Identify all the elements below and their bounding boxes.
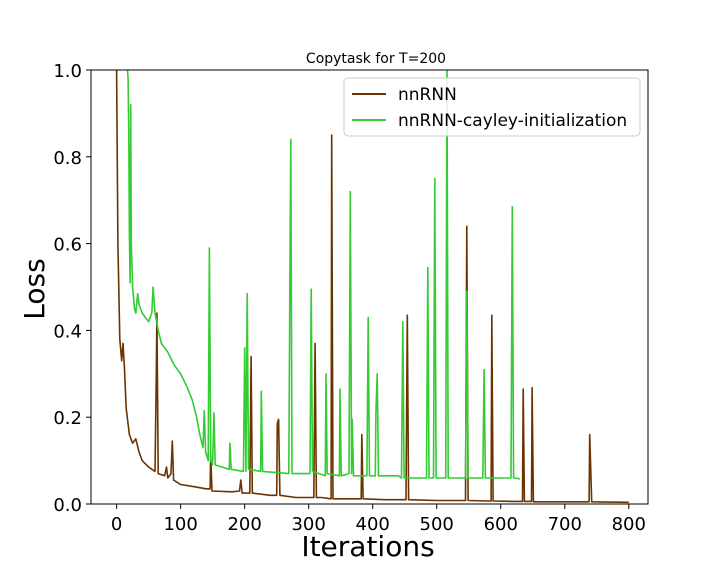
x-tick-label: 500 bbox=[420, 514, 454, 535]
y-tick-label: 0.2 bbox=[53, 408, 82, 429]
x-tick-label: 300 bbox=[291, 514, 325, 535]
y-tick-label: 1.0 bbox=[53, 61, 82, 82]
plot-area bbox=[115, 70, 629, 504]
y-tick-label: 0.6 bbox=[53, 235, 82, 256]
y-tick-label: 0.4 bbox=[53, 321, 82, 342]
plot-frame bbox=[90, 69, 649, 505]
y-axis-label: Loss bbox=[18, 258, 51, 319]
legend: nnRNN nnRNN-cayley-initialization bbox=[343, 77, 641, 137]
x-tick-label: 700 bbox=[548, 514, 582, 535]
x-tick-label: 200 bbox=[227, 514, 261, 535]
y-tick-label: 0.8 bbox=[53, 148, 82, 169]
x-tick-label: 0 bbox=[111, 514, 122, 535]
chart-title: Copytask for T=200 bbox=[306, 51, 446, 67]
legend-entry-label: nnRNN bbox=[398, 85, 457, 105]
legend-entry-label: nnRNN-cayley-initialization bbox=[398, 111, 627, 131]
x-axis-label: Iterations bbox=[301, 530, 434, 563]
series-line-nnrnn bbox=[115, 70, 629, 504]
x-tick-label: 600 bbox=[484, 514, 518, 535]
series-line-nnrnn-cayley-initialization bbox=[126, 70, 521, 480]
x-tick-label: 800 bbox=[612, 514, 646, 535]
axes: 0 100 200 300 400 500 600 700 800 0.0 0.2 0.4 0.6 0.8… bbox=[53, 61, 649, 535]
y-tick-label: 0.0 bbox=[53, 495, 82, 516]
x-tick-label: 100 bbox=[163, 514, 197, 535]
x-tick-label: 400 bbox=[356, 514, 390, 535]
legend-box bbox=[343, 77, 641, 137]
